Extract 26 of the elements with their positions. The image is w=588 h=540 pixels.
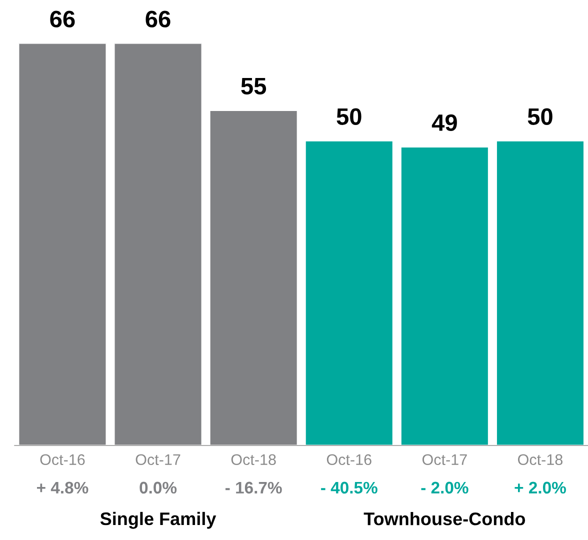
x-tick-label: Oct-18 <box>231 454 276 466</box>
text: + 2.0% <box>514 482 566 494</box>
text: Single Family <box>100 512 216 529</box>
text: 0.0% <box>140 482 177 494</box>
bar <box>18 43 108 446</box>
data-label: 50 <box>528 108 552 125</box>
data-label: 50 <box>336 108 362 125</box>
x-tick-label: Oct-17 <box>422 454 467 466</box>
text: Townhouse-Condo <box>364 512 526 526</box>
data-label: 66 <box>50 10 75 28</box>
x-tick-label: Oct-18 <box>518 454 562 466</box>
text: - 16.7% <box>226 482 282 494</box>
bar <box>496 140 585 446</box>
data-label: 66 <box>146 10 170 28</box>
x-tick-label: Oct-17 <box>136 454 180 466</box>
bar <box>400 146 490 446</box>
text: + 4.8% <box>37 482 88 494</box>
bar <box>304 140 394 446</box>
bar <box>208 110 298 446</box>
bar <box>113 43 203 446</box>
text: - 2.0% <box>421 482 468 494</box>
text: - 40.5% <box>321 482 378 494</box>
x-tick-label: Oct-16 <box>326 454 372 466</box>
data-label: 55 <box>241 78 266 94</box>
x-tick-label: Oct-16 <box>40 454 85 466</box>
data-label: 49 <box>432 114 457 132</box>
